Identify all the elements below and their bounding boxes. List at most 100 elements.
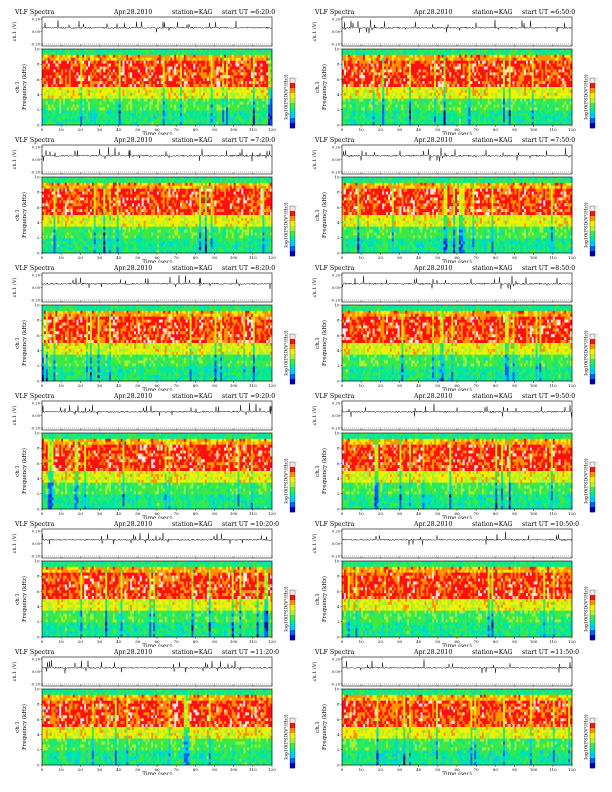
spectrogram-cell	[132, 60, 135, 64]
spectrogram-cell	[180, 104, 183, 108]
spectrogram-cell	[105, 98, 108, 102]
spectrogram-cell	[237, 101, 240, 105]
spectrogram-cell	[420, 57, 423, 62]
spectrogram-cell	[206, 113, 210, 117]
spectrogram-cell	[391, 49, 395, 53]
spectrogram-cell	[147, 54, 150, 59]
spectrogram-cell	[101, 72, 104, 76]
spectrogram-cell	[243, 89, 246, 94]
spectrogram-cell	[143, 69, 146, 73]
spectrogram-cell	[151, 116, 154, 120]
spectrogram-cell	[122, 81, 125, 85]
spectrogram-cell	[370, 78, 374, 82]
spectrogram-cell	[386, 66, 389, 70]
spectrogram-cell	[47, 78, 51, 82]
spectrogram-cell	[147, 110, 150, 114]
spectrogram-cell	[568, 63, 571, 67]
spectrogram-cell	[84, 57, 87, 62]
spectrogram-cell	[187, 49, 190, 53]
spectrogram-cell	[256, 51, 259, 56]
spectrogram-cell	[537, 60, 540, 64]
spectrogram-cell	[97, 95, 100, 100]
spectrogram-cell	[176, 78, 179, 82]
spectrogram-cell	[88, 122, 91, 126]
spectrogram-cell	[78, 113, 81, 117]
spectrogram-cell	[239, 95, 242, 100]
spectrogram-cell	[258, 81, 261, 85]
spectrogram-cell	[162, 51, 166, 56]
spectrogram-cell	[382, 51, 385, 56]
spectrogram-cell	[495, 66, 498, 70]
spectrogram-cell	[241, 110, 244, 114]
spectrogram-cell	[533, 81, 536, 85]
spectrogram-cell	[476, 72, 479, 76]
spectrogram-cell	[183, 116, 187, 120]
spectrogram-cell	[109, 72, 112, 76]
spectrogram-cell	[63, 89, 66, 94]
spectrogram-cell	[89, 122, 93, 126]
spectrogram-cell	[483, 81, 487, 85]
spectrogram-cell	[170, 107, 173, 111]
spectrogram-cell	[84, 110, 87, 114]
spectrogram-cell	[401, 54, 404, 59]
spectrogram-cell	[203, 63, 206, 67]
spectrogram-cell	[418, 84, 421, 88]
spectrogram-cell	[550, 66, 554, 70]
spectrogram-cell	[176, 110, 179, 114]
spectrogram-cell	[118, 98, 121, 102]
spectrogram-cell	[376, 84, 379, 88]
spectrogram-cell	[155, 54, 158, 59]
spectrogram-cell	[66, 63, 70, 67]
spectrogram-cell	[447, 69, 450, 73]
spectrogram-cell	[43, 101, 47, 105]
spectrogram-cell	[145, 95, 148, 100]
spectrogram-cell	[199, 60, 202, 64]
spectrogram-cell	[231, 49, 235, 53]
spectrogram-cell	[65, 49, 68, 53]
spectrogram-cell	[353, 75, 356, 79]
spectrogram-cell	[172, 57, 175, 62]
spectrogram-cell	[187, 66, 190, 70]
spectrogram-cell	[570, 51, 573, 56]
spectrogram-cell	[66, 51, 70, 56]
spectrogram-cell	[166, 95, 169, 100]
spectrogram-cell	[147, 116, 150, 120]
spectrogram-cell	[453, 72, 456, 76]
spectrogram-cell	[91, 110, 95, 114]
spectrogram-cell	[147, 101, 150, 105]
spectrogram-cell	[264, 95, 267, 100]
spectrogram-cell	[254, 122, 258, 126]
spectrogram-cell	[247, 72, 250, 76]
spectrogram-cell	[447, 54, 450, 59]
spectrogram-cell	[134, 87, 137, 91]
spectrogram-cell	[59, 75, 62, 79]
spectrogram-cell	[254, 89, 258, 94]
spectrogram-cell	[449, 72, 452, 76]
spectrogram-cell	[208, 78, 212, 82]
spectrogram-cell	[139, 107, 143, 111]
spectrogram-cell	[49, 98, 52, 102]
spectrogram-cell	[554, 78, 558, 82]
spectrogram-cell	[476, 78, 479, 82]
spectrogram-cell	[249, 110, 252, 114]
spectrogram-cell	[145, 89, 148, 94]
spectrogram-cell	[118, 78, 121, 82]
spectrogram-cell	[380, 49, 383, 53]
spectrogram-cell	[55, 66, 58, 70]
spectrogram-cell	[158, 101, 162, 105]
spectrogram-cell	[91, 63, 95, 67]
spectrogram-cell	[428, 89, 431, 94]
spectrogram-cell	[84, 49, 87, 53]
spectrogram-cell	[229, 107, 233, 111]
spectrogram-cell	[82, 72, 85, 76]
spectrogram-cell	[61, 89, 64, 94]
spectrogram-cell	[552, 69, 556, 73]
spectrogram-cell	[250, 69, 254, 73]
spectrogram-cell	[447, 72, 450, 76]
spectrogram-cell	[527, 49, 531, 53]
spectrogram-cell	[264, 113, 267, 117]
spectrogram-cell	[541, 57, 544, 62]
spectrogram-cell	[395, 78, 398, 82]
spectrogram-cell	[405, 51, 408, 56]
spectrogram-cell	[206, 89, 210, 94]
